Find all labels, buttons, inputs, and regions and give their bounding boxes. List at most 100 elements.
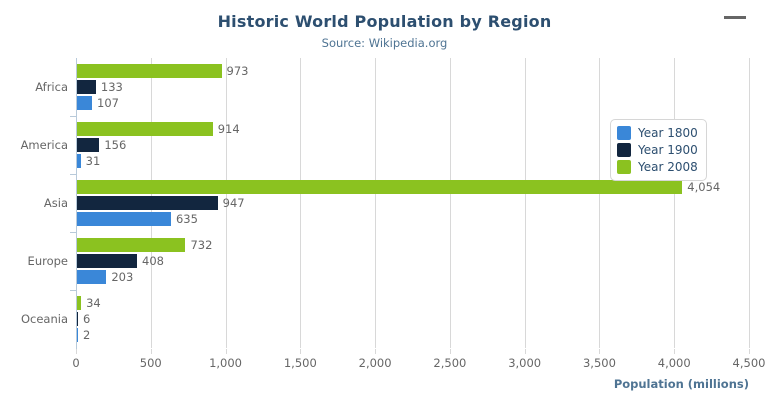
bar-value-label: 133	[100, 80, 123, 94]
y-axis-category-label: Asia	[43, 196, 68, 210]
x-axis-tick-mark	[599, 349, 601, 354]
gridline	[225, 58, 227, 348]
x-axis-tick-label: 4,500	[732, 356, 766, 370]
chart-title: Historic World Population by Region	[217, 12, 552, 31]
hamburger-menu-icon[interactable]	[724, 16, 750, 38]
bar-row: 133	[76, 80, 749, 94]
chart-legend[interactable]: Year 1800 Year 1900 Year 2008	[610, 119, 707, 181]
y-axis-tick-mark	[70, 174, 76, 175]
bar-row: 408	[76, 254, 749, 268]
bar-value-label: 973	[226, 64, 249, 78]
legend-item[interactable]: Year 1900	[617, 142, 698, 158]
x-axis-tick-mark	[449, 349, 451, 354]
gridline	[300, 58, 302, 348]
legend-swatch	[617, 160, 631, 174]
x-axis-tick-mark	[225, 349, 227, 354]
bar-row: 732	[76, 238, 749, 252]
legend-swatch	[617, 143, 631, 157]
bar[interactable]	[76, 96, 92, 110]
bar-value-label: 156	[104, 138, 127, 152]
y-axis-category-label: Europe	[27, 254, 68, 268]
bar-row: 107	[76, 96, 749, 110]
gridline	[449, 58, 451, 348]
bar-row: 973	[76, 64, 749, 78]
y-axis-category-labels: Africa America Asia Europe Oceania	[0, 58, 68, 348]
bar-row: 4,054	[76, 180, 749, 194]
x-axis-tick-label: 1,500	[283, 356, 317, 370]
gridline	[674, 58, 676, 348]
bar[interactable]	[76, 254, 138, 268]
bar[interactable]	[76, 64, 222, 78]
bar-row: 34	[76, 296, 749, 310]
bar-value-label: 34	[86, 296, 101, 310]
bar-row: 156	[76, 138, 749, 152]
bar-row: 947	[76, 196, 749, 210]
menu-bar	[724, 16, 746, 19]
y-axis-category-label: America	[20, 138, 68, 152]
gridline	[749, 58, 750, 348]
legend-swatch	[617, 126, 631, 140]
x-axis-tick-mark	[524, 349, 526, 354]
x-axis-tick-mark	[76, 349, 77, 354]
y-axis-category-label: Oceania	[20, 312, 68, 326]
y-axis-line	[76, 58, 77, 350]
bar-group: 34 6 2	[76, 296, 749, 342]
chart-subtitle: Source: Wikipedia.org	[321, 36, 448, 50]
x-axis-tick-mark	[150, 349, 152, 354]
bar-value-label: 914	[217, 122, 240, 136]
y-axis-tick-mark	[70, 116, 76, 117]
bar-value-label: 732	[190, 238, 213, 252]
bar[interactable]	[76, 270, 107, 284]
x-axis-tick-label: 3,500	[582, 356, 616, 370]
gridline	[599, 58, 601, 348]
bar-row: 635	[76, 212, 749, 226]
bar-group: 732 408 203	[76, 238, 749, 284]
x-axis-tick-label: 4,000	[657, 356, 691, 370]
legend-item[interactable]: Year 2008	[617, 159, 698, 175]
x-axis-tick-mark	[300, 349, 302, 354]
bar-value-label: 203	[111, 270, 134, 284]
x-axis-tick-label: 2,000	[358, 356, 392, 370]
gridline	[524, 58, 526, 348]
bar-value-label: 107	[97, 96, 119, 110]
bar[interactable]	[76, 122, 213, 136]
bar-row: 31	[76, 154, 749, 168]
x-axis-tick-label: 500	[139, 356, 162, 370]
bar-group: 973 133 107	[76, 64, 749, 110]
legend-item[interactable]: Year 1800	[617, 125, 698, 141]
x-axis-tick-mark	[375, 349, 377, 354]
bar[interactable]	[76, 154, 81, 168]
bar-row: 914	[76, 122, 749, 136]
y-axis-tick-mark	[70, 290, 76, 291]
y-axis-category-label: Africa	[35, 80, 68, 94]
bar[interactable]	[76, 212, 171, 226]
bar[interactable]	[76, 296, 82, 310]
gridline	[375, 58, 377, 348]
x-axis-tick-mark	[749, 349, 750, 354]
bar-group: 914 156 31	[76, 122, 749, 168]
bar-value-label: 408	[142, 254, 164, 268]
x-axis-tick-label: 2,500	[433, 356, 467, 370]
bar-row: 2	[76, 328, 749, 342]
bar-value-label: 4,054	[687, 180, 721, 194]
bar-value-label: 6	[83, 312, 91, 326]
x-axis-line	[76, 349, 749, 350]
bar[interactable]	[76, 138, 100, 152]
x-axis-tick-mark	[674, 349, 676, 354]
y-axis-tick-mark	[70, 232, 76, 233]
bar[interactable]	[76, 196, 218, 210]
plot-area: 973 133 107 914 156 31 4,054 947 635 732 408 203 34 6…	[76, 58, 750, 348]
x-axis-tick-label: 3,000	[508, 356, 542, 370]
x-axis-tick-label: 0	[72, 356, 80, 370]
bar[interactable]	[76, 328, 78, 342]
bar-value-label: 947	[222, 196, 245, 210]
legend-label: Year 1800	[638, 126, 698, 140]
x-axis-tick-label: 1,000	[209, 356, 243, 370]
bar-value-label: 31	[85, 154, 101, 168]
bar[interactable]	[76, 180, 683, 194]
bar[interactable]	[76, 238, 186, 252]
bar[interactable]	[76, 312, 78, 326]
bar-row: 203	[76, 270, 749, 284]
bar[interactable]	[76, 80, 96, 94]
